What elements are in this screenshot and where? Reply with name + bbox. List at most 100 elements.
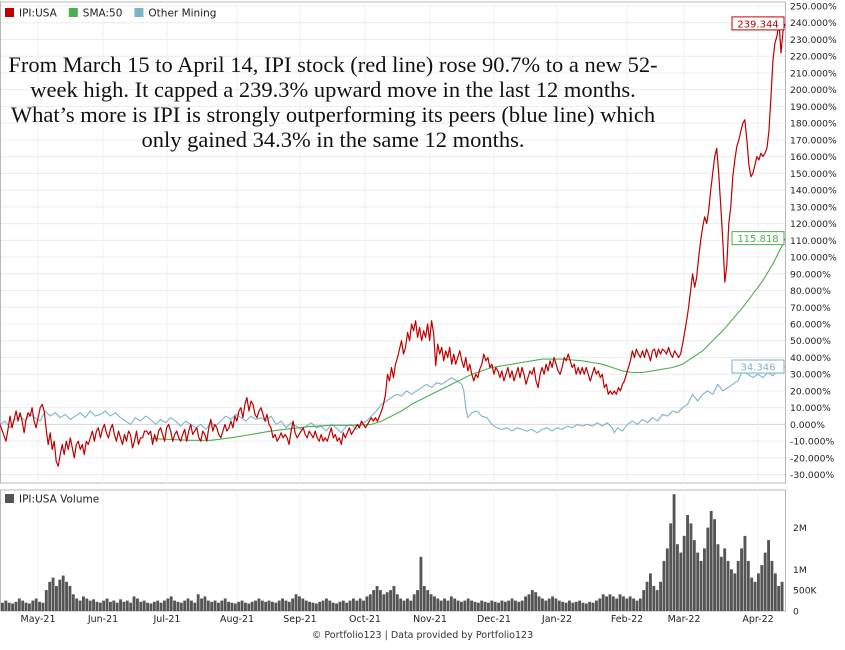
volume-bar xyxy=(679,552,683,611)
volume-bar xyxy=(611,596,615,611)
volume-bar xyxy=(186,598,190,611)
volume-bar xyxy=(723,548,727,611)
volume-bar xyxy=(129,602,133,611)
volume-bar xyxy=(41,602,45,611)
volume-bar xyxy=(584,603,588,611)
y-tick-label: 0.000% xyxy=(790,420,825,431)
volume-bar xyxy=(473,601,477,611)
volume-bar xyxy=(676,544,679,611)
volume-bar xyxy=(352,598,355,611)
volume-bar xyxy=(395,594,399,611)
x-tick-label: Jul-21 xyxy=(153,614,181,625)
volume-bar xyxy=(139,601,143,611)
x-tick-label: Sep-21 xyxy=(283,614,316,625)
volume-bar xyxy=(443,598,446,611)
volume-bar xyxy=(237,601,241,611)
volume-bar xyxy=(426,590,430,611)
last-value-label: 115.818 xyxy=(737,234,778,245)
volume-bar xyxy=(210,601,214,611)
volume-bar xyxy=(625,598,629,611)
y-tick-label: 80.000% xyxy=(790,286,831,297)
volume-bar xyxy=(159,602,163,611)
volume-bar xyxy=(311,602,315,611)
volume-bar xyxy=(449,596,453,611)
volume-bar xyxy=(318,601,322,611)
volume-bar xyxy=(4,600,8,611)
volume-bar xyxy=(68,586,72,611)
volume-y-tick-label: 1M xyxy=(793,565,807,576)
volume-bar xyxy=(517,601,521,611)
volume-bar xyxy=(507,600,511,611)
y-tick-label: 220.000% xyxy=(790,52,837,63)
volume-bar xyxy=(119,599,122,611)
volume-bar xyxy=(21,600,25,611)
volume-bar xyxy=(365,596,369,611)
volume-bar xyxy=(598,598,602,611)
volume-bar xyxy=(571,602,575,611)
volume-bar xyxy=(213,600,217,611)
volume-bar xyxy=(287,601,291,611)
volume-bar xyxy=(618,594,622,611)
y-tick-label: 60.000% xyxy=(790,320,831,331)
volume-bar xyxy=(375,586,379,611)
volume-y-tick-label: 0 xyxy=(793,607,799,618)
volume-bar xyxy=(530,590,534,611)
volume-bar xyxy=(713,519,716,611)
volume-bar xyxy=(622,596,625,611)
volume-bar xyxy=(686,515,689,611)
volume-bar xyxy=(682,535,686,611)
volume-bar xyxy=(146,602,149,611)
volume-bar xyxy=(355,600,359,611)
volume-bar xyxy=(166,598,170,611)
volume-bar xyxy=(284,600,288,611)
volume-bar xyxy=(291,598,295,611)
volume-bar xyxy=(591,602,595,611)
volume-bar xyxy=(628,596,632,611)
y-tick-label: 40.000% xyxy=(790,353,831,364)
y-tick-label: 90.000% xyxy=(790,269,831,280)
y-tick-label: 100.000% xyxy=(790,253,837,264)
volume-bar xyxy=(740,548,743,611)
volume-bar xyxy=(179,602,183,611)
volume-bar xyxy=(493,601,497,611)
volume-bar xyxy=(655,590,659,611)
volume-bar xyxy=(645,581,649,611)
volume-bar xyxy=(217,602,220,611)
volume-bar xyxy=(406,598,409,611)
x-tick-label: Apr-22 xyxy=(742,614,773,625)
volume-bar xyxy=(274,602,278,611)
volume-bar xyxy=(196,594,200,611)
volume-bar xyxy=(665,548,669,611)
volume-bar xyxy=(476,602,480,611)
volume-bar xyxy=(692,540,696,611)
volume-bar xyxy=(409,600,413,611)
volume-bar xyxy=(503,601,507,611)
volume-bar xyxy=(635,600,639,611)
y-tick-label: 140.000% xyxy=(790,186,837,197)
volume-bar xyxy=(652,586,656,611)
volume-bar xyxy=(568,600,571,611)
volume-bar xyxy=(524,596,527,611)
volume-bar xyxy=(277,600,281,611)
volume-bar xyxy=(48,581,52,611)
volume-bar xyxy=(55,586,58,611)
volume-bar xyxy=(95,601,99,611)
volume-bar xyxy=(125,600,129,611)
volume-bar xyxy=(17,598,21,611)
volume-bar xyxy=(497,602,500,611)
volume-bar xyxy=(578,600,581,611)
volume-bar xyxy=(460,601,463,611)
volume-bar xyxy=(753,581,757,611)
volume-bar xyxy=(709,510,713,611)
volume-bar xyxy=(85,598,89,611)
volume-bar xyxy=(514,600,517,611)
volume-bar xyxy=(534,592,538,611)
volume-bar xyxy=(537,596,541,611)
volume-bar xyxy=(190,600,193,611)
volume-bar xyxy=(298,596,301,611)
volume-bar xyxy=(65,581,68,611)
volume-bar xyxy=(595,600,598,611)
volume-bar xyxy=(527,594,531,611)
volume-bar xyxy=(433,596,436,611)
